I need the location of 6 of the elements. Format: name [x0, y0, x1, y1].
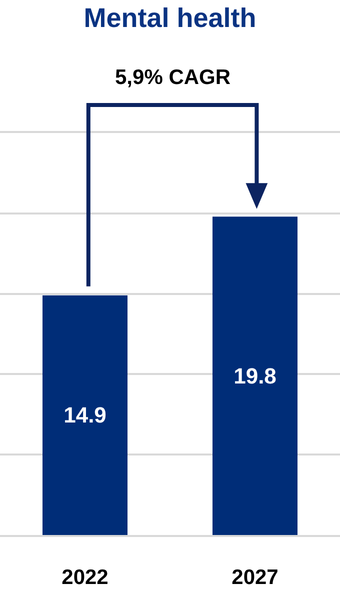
x-tick-label: 2027 — [232, 566, 278, 590]
data-label: 14.9 — [64, 402, 106, 428]
data-label: 19.8 — [234, 363, 276, 388]
chart-title: Mental health — [84, 2, 256, 33]
text: 5,9% CAGR — [115, 66, 231, 89]
x-tick-label: 2022 — [62, 566, 108, 590]
